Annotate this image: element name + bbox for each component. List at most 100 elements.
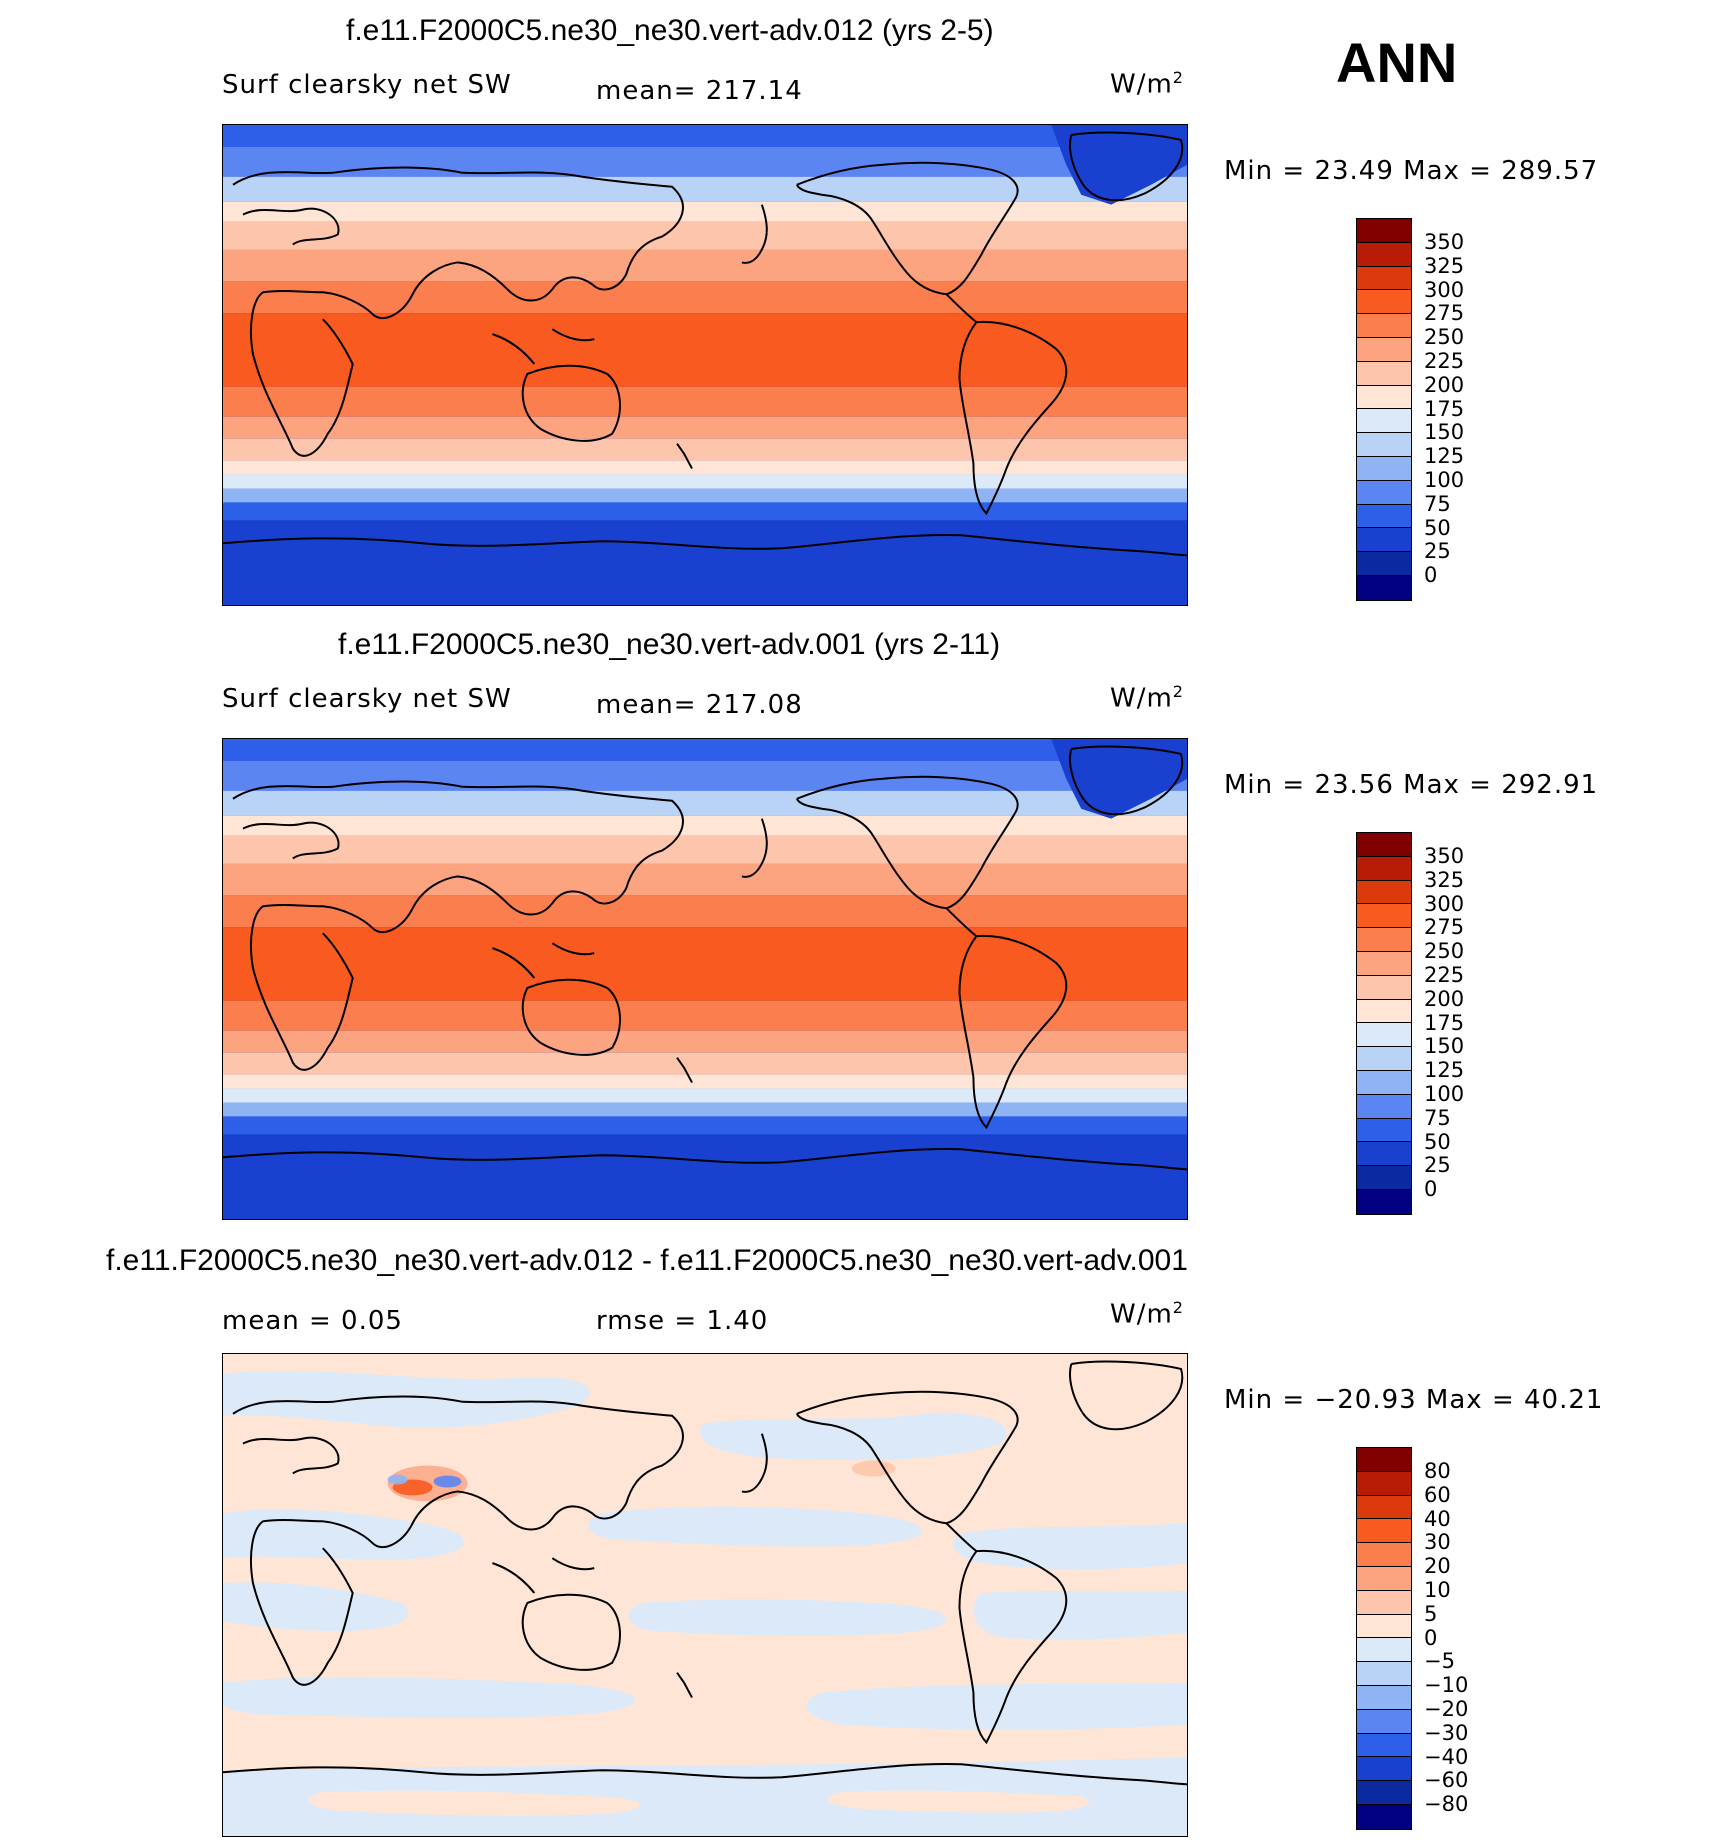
colorbar-tick-label: 150 [1424, 1034, 1465, 1059]
panel3-colorbar-swatch [1357, 1733, 1411, 1758]
colorbar-tick-label: −30 [1424, 1720, 1469, 1745]
panel1-map [222, 124, 1188, 606]
panel3-colorbar-swatch [1357, 1685, 1411, 1710]
panel1-colorbar-swatch [1357, 480, 1411, 505]
colorbar-tick-label: 325 [1424, 253, 1465, 278]
colorbar-tick-label: 275 [1424, 301, 1465, 326]
panel2-colorbar-swatch [1357, 1142, 1411, 1167]
panel2-colorbar-swatch [1357, 1166, 1411, 1190]
panel3-map [222, 1353, 1188, 1837]
panel1-colorbar-swatch [1357, 456, 1411, 481]
panel1-colorbar-swatch [1357, 409, 1411, 434]
panel3-colorbar-swatch [1357, 1804, 1411, 1829]
colorbar-tick-label: 50 [1424, 515, 1451, 540]
panel2-map [222, 738, 1188, 1220]
colorbar-tick-label: 175 [1424, 1010, 1465, 1035]
colorbar-tick-label: 20 [1424, 1554, 1451, 1579]
panel1-colorbar-swatch [1357, 219, 1411, 243]
panel2-mean-label: mean= 217.08 [596, 690, 803, 720]
colorbar-tick-label: −80 [1424, 1792, 1469, 1817]
colorbar-tick-label: 150 [1424, 420, 1465, 445]
colorbar-tick-label: 80 [1424, 1459, 1451, 1483]
panel2-colorbar-swatch [1357, 999, 1411, 1024]
panel3-units: W/m2 [1110, 1298, 1184, 1330]
panel2-title: f.e11.F2000C5.ne30_ne30.vert-adv.001 (yr… [338, 628, 1001, 661]
panel2-colorbar-swatch [1357, 1023, 1411, 1048]
colorbar-tick-label: 275 [1424, 915, 1465, 940]
panel2-variable-label: Surf clearsky net SW [222, 684, 512, 714]
panel3-title: f.e11.F2000C5.ne30_ne30.vert-adv.012 - f… [106, 1244, 1188, 1277]
panel3-colorbar-swatch [1357, 1614, 1411, 1639]
colorbar-tick-label: 5 [1424, 1601, 1438, 1626]
panel2-colorbar-swatch [1357, 1070, 1411, 1095]
panel3-colorbar-swatch [1357, 1638, 1411, 1663]
panel3-colorbar-swatch [1357, 1448, 1411, 1472]
panel1-colorbar [1356, 218, 1412, 601]
panel3-colorbar-swatch [1357, 1590, 1411, 1615]
colorbar-tick-label: −5 [1424, 1649, 1455, 1674]
panel1-colorbar-swatch [1357, 433, 1411, 457]
panel1-colorbar-swatch [1357, 528, 1411, 553]
panel3-mean-label: mean = 0.05 [222, 1306, 403, 1336]
panel1-colorbar-swatch [1357, 266, 1411, 291]
colorbar-tick-label: −20 [1424, 1697, 1469, 1721]
colorbar-tick-label: 10 [1424, 1578, 1451, 1602]
panel3-units-text: W/m [1110, 1299, 1173, 1330]
colorbar-tick-label: 250 [1424, 939, 1465, 964]
colorbar-tick-label: 0 [1424, 1177, 1438, 1202]
panel2-units-text: W/m [1110, 683, 1173, 714]
colorbar-tick-label: 100 [1424, 1082, 1465, 1106]
panel1-colorbar-swatch [1357, 575, 1411, 600]
colorbar-tick-label: 350 [1424, 844, 1465, 868]
panel2-colorbar-swatch [1357, 928, 1411, 952]
panel3-colorbar-swatch [1357, 1781, 1411, 1805]
season-label: ANN [1336, 31, 1458, 94]
colorbar-tick-label: 30 [1424, 1530, 1451, 1555]
panel1-colorbar-swatch [1357, 337, 1411, 362]
panel1-units-sup: 2 [1172, 68, 1184, 87]
panel2-minmax: Min = 23.56 Max = 292.91 [1224, 770, 1599, 800]
panel2-units-sup: 2 [1172, 682, 1184, 701]
colorbar-tick-label: 300 [1424, 891, 1465, 916]
panel2-units: W/m2 [1110, 682, 1184, 714]
panel2-colorbar-swatch [1357, 1047, 1411, 1071]
colorbar-tick-label: 75 [1424, 1105, 1451, 1130]
panel1-minmax: Min = 23.49 Max = 289.57 [1224, 156, 1599, 186]
colorbar-tick-label: 350 [1424, 230, 1465, 254]
panel2-colorbar-swatch [1357, 975, 1411, 1000]
panel2-colorbar-swatch [1357, 951, 1411, 976]
panel1-colorbar-swatch [1357, 504, 1411, 529]
colorbar-tick-label: 75 [1424, 491, 1451, 516]
colorbar-tick-label: 175 [1424, 396, 1465, 421]
colorbar-tick-label: 125 [1424, 1058, 1465, 1083]
panel3-colorbar-swatch [1357, 1495, 1411, 1520]
panel3-units-sup: 2 [1172, 1298, 1184, 1317]
colorbar-tick-label: 325 [1424, 867, 1465, 892]
colorbar-tick-label: 200 [1424, 986, 1465, 1011]
colorbar-tick-label: 0 [1424, 1625, 1438, 1650]
panel1-units-text: W/m [1110, 69, 1173, 100]
panel1-colorbar-swatch [1357, 290, 1411, 315]
panel3-minmax: Min = −20.93 Max = 40.21 [1224, 1385, 1604, 1415]
panel3-colorbar [1356, 1447, 1412, 1830]
panel2-colorbar-swatch [1357, 833, 1411, 857]
panel1-variable-label: Surf clearsky net SW [222, 70, 512, 100]
colorbar-tick-label: 50 [1424, 1129, 1451, 1154]
colorbar-tick-label: 40 [1424, 1506, 1451, 1531]
panel1-colorbar-swatch [1357, 552, 1411, 576]
panel2-colorbar-swatch [1357, 1189, 1411, 1214]
colorbar-tick-label: −40 [1424, 1744, 1469, 1769]
panel1-mean-label: mean= 217.14 [596, 76, 803, 106]
panel1-colorbar-swatch [1357, 385, 1411, 410]
panel2-colorbar [1356, 832, 1412, 1215]
colorbar-tick-label: 25 [1424, 539, 1451, 564]
panel3-colorbar-swatch [1357, 1566, 1411, 1591]
panel1-units: W/m2 [1110, 68, 1184, 100]
panel1-map-field [223, 125, 1187, 605]
colorbar-tick-label: −60 [1424, 1768, 1469, 1793]
colorbar-tick-label: 300 [1424, 277, 1465, 302]
colorbar-tick-label: 100 [1424, 468, 1465, 492]
panel3-colorbar-swatch [1357, 1471, 1411, 1496]
panel3-colorbar-swatch [1357, 1709, 1411, 1734]
panel2-map-field [223, 739, 1187, 1219]
